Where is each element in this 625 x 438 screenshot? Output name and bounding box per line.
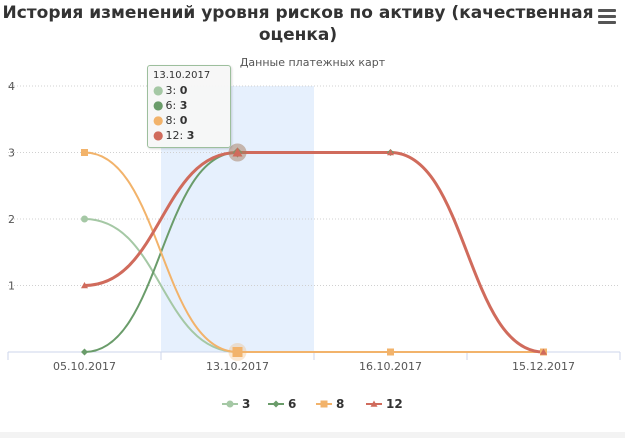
y-tick-label: 2 [8, 213, 15, 226]
legend-marker-6 [272, 400, 280, 408]
hamburger-menu-icon[interactable] [597, 6, 617, 26]
footer-strip [0, 432, 625, 438]
x-tick-label: 13.10.2017 [206, 360, 269, 373]
point-12-0 [81, 282, 88, 289]
point-8-2 [387, 348, 394, 356]
y-tick-label: 4 [8, 80, 15, 93]
point-8-0 [81, 149, 88, 156]
x-tick-label: 05.10.2017 [53, 360, 116, 373]
point-6-0 [81, 348, 88, 356]
tooltip-row-12: ● 12: 3 [153, 128, 195, 142]
y-tick-label: 3 [8, 147, 15, 160]
x-tick-label: 16.10.2017 [359, 360, 422, 373]
point-12-2 [387, 149, 394, 156]
chart-tooltip: 13.10.2017 ● 3: 0 ● 6: 3 ● 8: 0 ● 12: 3 [147, 65, 231, 148]
legend-label-12: 12 [386, 397, 403, 411]
legend-label-3: 3 [242, 397, 250, 411]
chart-subtitle: Данные платежных карт [239, 56, 386, 69]
tooltip-row-3: ● 3: 0 [153, 83, 188, 97]
legend-marker-3 [226, 400, 234, 408]
x-tick-label: 15.12.2017 [512, 360, 575, 373]
tooltip-row-8: ● 8: 0 [153, 113, 188, 127]
tooltip-date: 13.10.2017 [153, 70, 211, 81]
point-12-3 [540, 348, 547, 355]
legend-label-8: 8 [336, 397, 344, 411]
y-tick-label: 1 [8, 280, 15, 293]
tooltip-row-6: ● 6: 3 [153, 98, 188, 112]
legend-label-6: 6 [288, 397, 296, 411]
point-8-1 [232, 347, 243, 357]
point-3-0 [81, 215, 88, 223]
chart-title: История изменений уровня рисков по актив… [2, 3, 594, 45]
legend-marker-8 [320, 400, 328, 408]
series-line-8 [84, 151, 544, 354]
series-line-12 [84, 151, 544, 354]
legend-marker-12 [370, 400, 378, 407]
point-12-1 [232, 147, 243, 157]
